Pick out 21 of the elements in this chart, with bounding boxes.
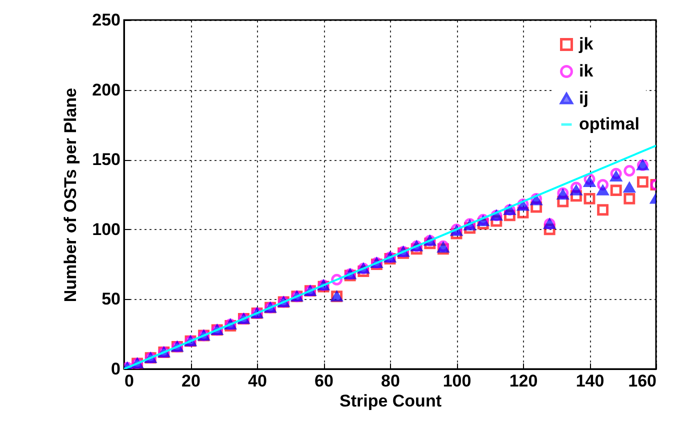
x-tick-label: 20 [182,372,200,390]
legend-label: ik [579,62,594,80]
y-tick-label: 150 [92,150,120,170]
y-tick-label: 200 [92,80,120,100]
y-tick-label: 100 [92,220,120,239]
x-tick-label: 60 [314,372,334,390]
x-tick-label: 100 [442,372,472,390]
legend-label: jk [578,34,594,54]
legend-label: optimal [579,114,640,134]
x-tick-label: 40 [248,372,267,390]
y-tick-label: 250 [92,10,120,30]
x-tick-label: 0 [124,372,134,390]
y-tick-label: 0 [111,360,120,378]
x-tick-label: 140 [576,372,604,390]
legend-label: ij [579,88,588,108]
x-axis-title: Stripe Count [340,392,442,410]
x-tick-label: 80 [381,372,400,390]
y-axis-title: Number of OSTs per Plane [61,88,80,302]
x-tick-label: 160 [628,372,656,390]
y-tick-label: 50 [102,290,120,309]
x-tick-label: 120 [509,372,538,390]
